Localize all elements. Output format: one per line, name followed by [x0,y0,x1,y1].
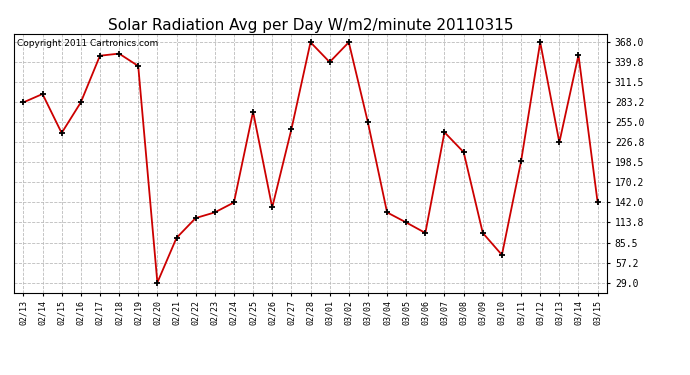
Text: Copyright 2011 Cartronics.com: Copyright 2011 Cartronics.com [17,39,158,48]
Title: Solar Radiation Avg per Day W/m2/minute 20110315: Solar Radiation Avg per Day W/m2/minute … [108,18,513,33]
